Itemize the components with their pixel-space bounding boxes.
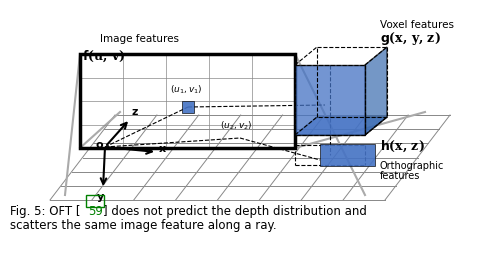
Text: features: features <box>380 171 421 181</box>
Polygon shape <box>365 47 387 135</box>
Text: z: z <box>132 107 138 117</box>
Text: $(u_2, v_2)$: $(u_2, v_2)$ <box>220 119 252 132</box>
Text: ] does not predict the depth distribution and: ] does not predict the depth distributio… <box>103 205 367 218</box>
Bar <box>86 195 104 207</box>
Text: x: x <box>158 144 166 154</box>
Text: scatters the same image feature along a ray.: scatters the same image feature along a … <box>10 219 277 232</box>
Polygon shape <box>295 117 387 135</box>
Text: $\mathbf{f}$(u, v): $\mathbf{f}$(u, v) <box>82 49 125 64</box>
Text: $\mathbf{g}$(x, y, z): $\mathbf{g}$(x, y, z) <box>380 30 441 47</box>
Text: y: y <box>96 192 104 202</box>
Bar <box>182 101 194 113</box>
Polygon shape <box>295 65 365 135</box>
Text: 59: 59 <box>88 205 103 218</box>
Text: Fig. 5: OFT [: Fig. 5: OFT [ <box>10 205 80 218</box>
Text: Image features: Image features <box>100 34 179 44</box>
Bar <box>320 144 375 166</box>
Text: Voxel features: Voxel features <box>380 20 454 30</box>
Text: Orthographic: Orthographic <box>380 161 444 171</box>
Text: $(u_1, v_1)$: $(u_1, v_1)$ <box>170 84 203 97</box>
Text: $\mathbf{h}$(x, z): $\mathbf{h}$(x, z) <box>380 139 425 154</box>
Text: o: o <box>95 140 103 150</box>
